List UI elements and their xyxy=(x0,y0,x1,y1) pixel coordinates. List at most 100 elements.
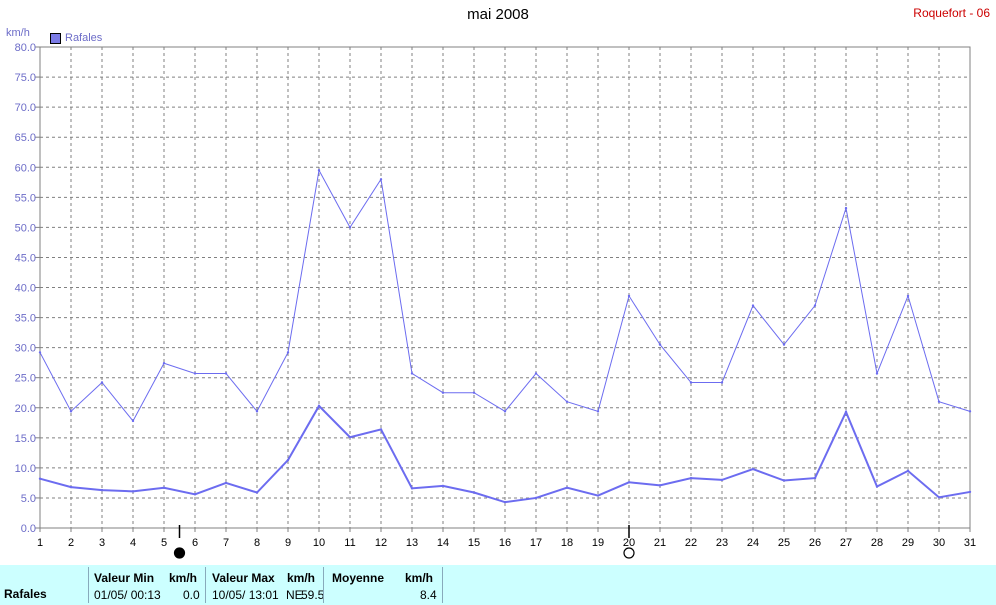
chart-plot: 0.0 5.0 10.0 15.0 20.0 25.0 30.0 35.0 40.0 45.0 50… xyxy=(15,42,976,559)
x-tick-label: 21 xyxy=(654,537,666,549)
average-value: 8.4 xyxy=(420,588,437,602)
data-point xyxy=(193,372,197,375)
data-point xyxy=(937,496,941,499)
max-direction: NE xyxy=(286,588,303,602)
max-label: Valeur Max xyxy=(212,571,275,585)
data-point xyxy=(441,391,445,394)
data-point xyxy=(534,372,538,375)
data-point xyxy=(38,477,42,480)
data-point xyxy=(131,490,135,493)
data-point xyxy=(968,490,972,494)
x-tick-label: 26 xyxy=(809,537,821,549)
data-point xyxy=(472,491,476,494)
data-point xyxy=(720,381,724,384)
average-label: Moyenne xyxy=(332,571,385,585)
min-label: Valeur Min xyxy=(94,571,155,585)
data-point xyxy=(503,410,507,413)
x-tick-label: 9 xyxy=(285,537,291,549)
x-tick-label: 1 xyxy=(37,537,43,549)
data-point xyxy=(317,404,321,408)
x-tick-label: 5 xyxy=(161,537,167,549)
y-axis-unit: km/h xyxy=(6,27,30,39)
max-value: 59.5 xyxy=(301,588,325,602)
y-tick-label: 5.0 xyxy=(21,493,36,505)
data-point xyxy=(813,304,817,307)
y-tick-label: 80.0 xyxy=(15,42,36,54)
x-tick-label: 13 xyxy=(406,537,418,549)
min-section: Valeur Min km/h 01/05/ 00:13 0.0 xyxy=(88,567,205,603)
data-point xyxy=(751,467,755,471)
data-point xyxy=(565,486,569,489)
max-unit: km/h xyxy=(287,571,316,585)
data-point xyxy=(69,410,73,413)
y-tick-label: 30.0 xyxy=(15,343,36,355)
data-point xyxy=(379,428,383,431)
data-point xyxy=(410,372,414,375)
x-tick-label: 2 xyxy=(68,537,74,549)
new-moon-icon xyxy=(173,547,186,559)
x-tick-label: 22 xyxy=(685,537,697,549)
y-tick-label: 50.0 xyxy=(15,222,36,234)
data-point xyxy=(627,294,631,298)
x-tick-label: 8 xyxy=(254,537,260,549)
x-tick-label: 24 xyxy=(747,537,759,549)
data-point xyxy=(255,410,259,413)
data-point xyxy=(875,485,879,488)
y-tick-label: 35.0 xyxy=(15,313,36,325)
max-date: 10/05/ 13:01 xyxy=(212,588,279,602)
x-tick-label: 3 xyxy=(99,537,105,549)
data-point xyxy=(534,496,538,500)
data-point xyxy=(720,478,724,482)
data-point xyxy=(689,381,693,384)
data-point xyxy=(937,400,941,403)
legend-swatch xyxy=(50,32,61,44)
y-tick-label: 55.0 xyxy=(15,192,36,204)
data-point xyxy=(441,484,445,488)
data-point xyxy=(875,372,879,375)
data-point xyxy=(379,178,383,181)
data-point xyxy=(255,491,259,494)
summary-bar: Rafales Valeur Min km/h 01/05/ 00:13 0.0… xyxy=(0,565,996,605)
data-point xyxy=(596,410,600,413)
x-tick-label: 4 xyxy=(130,537,136,549)
data-point xyxy=(100,381,104,384)
data-point xyxy=(658,484,662,487)
x-tick-label: 6 xyxy=(192,537,198,549)
data-point xyxy=(627,481,631,484)
y-tick-label: 25.0 xyxy=(15,373,36,385)
y-tick-label: 45.0 xyxy=(15,252,36,264)
data-point xyxy=(813,476,817,480)
data-point xyxy=(596,494,600,497)
y-tick-label: 70.0 xyxy=(15,102,36,114)
min-value: 0.0 xyxy=(183,588,200,602)
data-point xyxy=(410,487,414,490)
x-tick-label: 20 xyxy=(623,537,635,549)
x-tick-label: 7 xyxy=(223,537,229,549)
x-tick-label: 11 xyxy=(344,537,355,549)
data-point xyxy=(472,391,476,394)
data-point xyxy=(286,458,290,462)
plot-frame xyxy=(39,46,971,529)
data-point xyxy=(782,479,786,482)
data-point xyxy=(751,304,755,307)
x-tick-label: 30 xyxy=(933,537,945,549)
x-tick-label: 18 xyxy=(561,537,573,549)
y-tick-label: 15.0 xyxy=(15,433,36,445)
summary-series-name: Rafales xyxy=(4,587,47,601)
data-point xyxy=(162,362,166,365)
x-tick-label: 29 xyxy=(902,537,914,549)
y-tick-label: 60.0 xyxy=(15,162,36,174)
y-tick-label: 75.0 xyxy=(15,72,36,84)
data-point xyxy=(658,343,662,346)
data-point xyxy=(224,372,228,375)
full-moon-icon xyxy=(623,547,635,559)
x-tick-label: 19 xyxy=(592,537,604,549)
y-tick-label: 65.0 xyxy=(15,132,36,144)
legend: Rafales xyxy=(50,32,102,44)
x-tick-label: 17 xyxy=(530,537,542,549)
y-tick-label: 20.0 xyxy=(15,403,36,415)
data-point xyxy=(844,206,848,210)
average-unit: km/h xyxy=(405,571,434,585)
station-name: Roquefort - 06 xyxy=(913,6,990,20)
x-tick-label: 25 xyxy=(778,537,790,549)
